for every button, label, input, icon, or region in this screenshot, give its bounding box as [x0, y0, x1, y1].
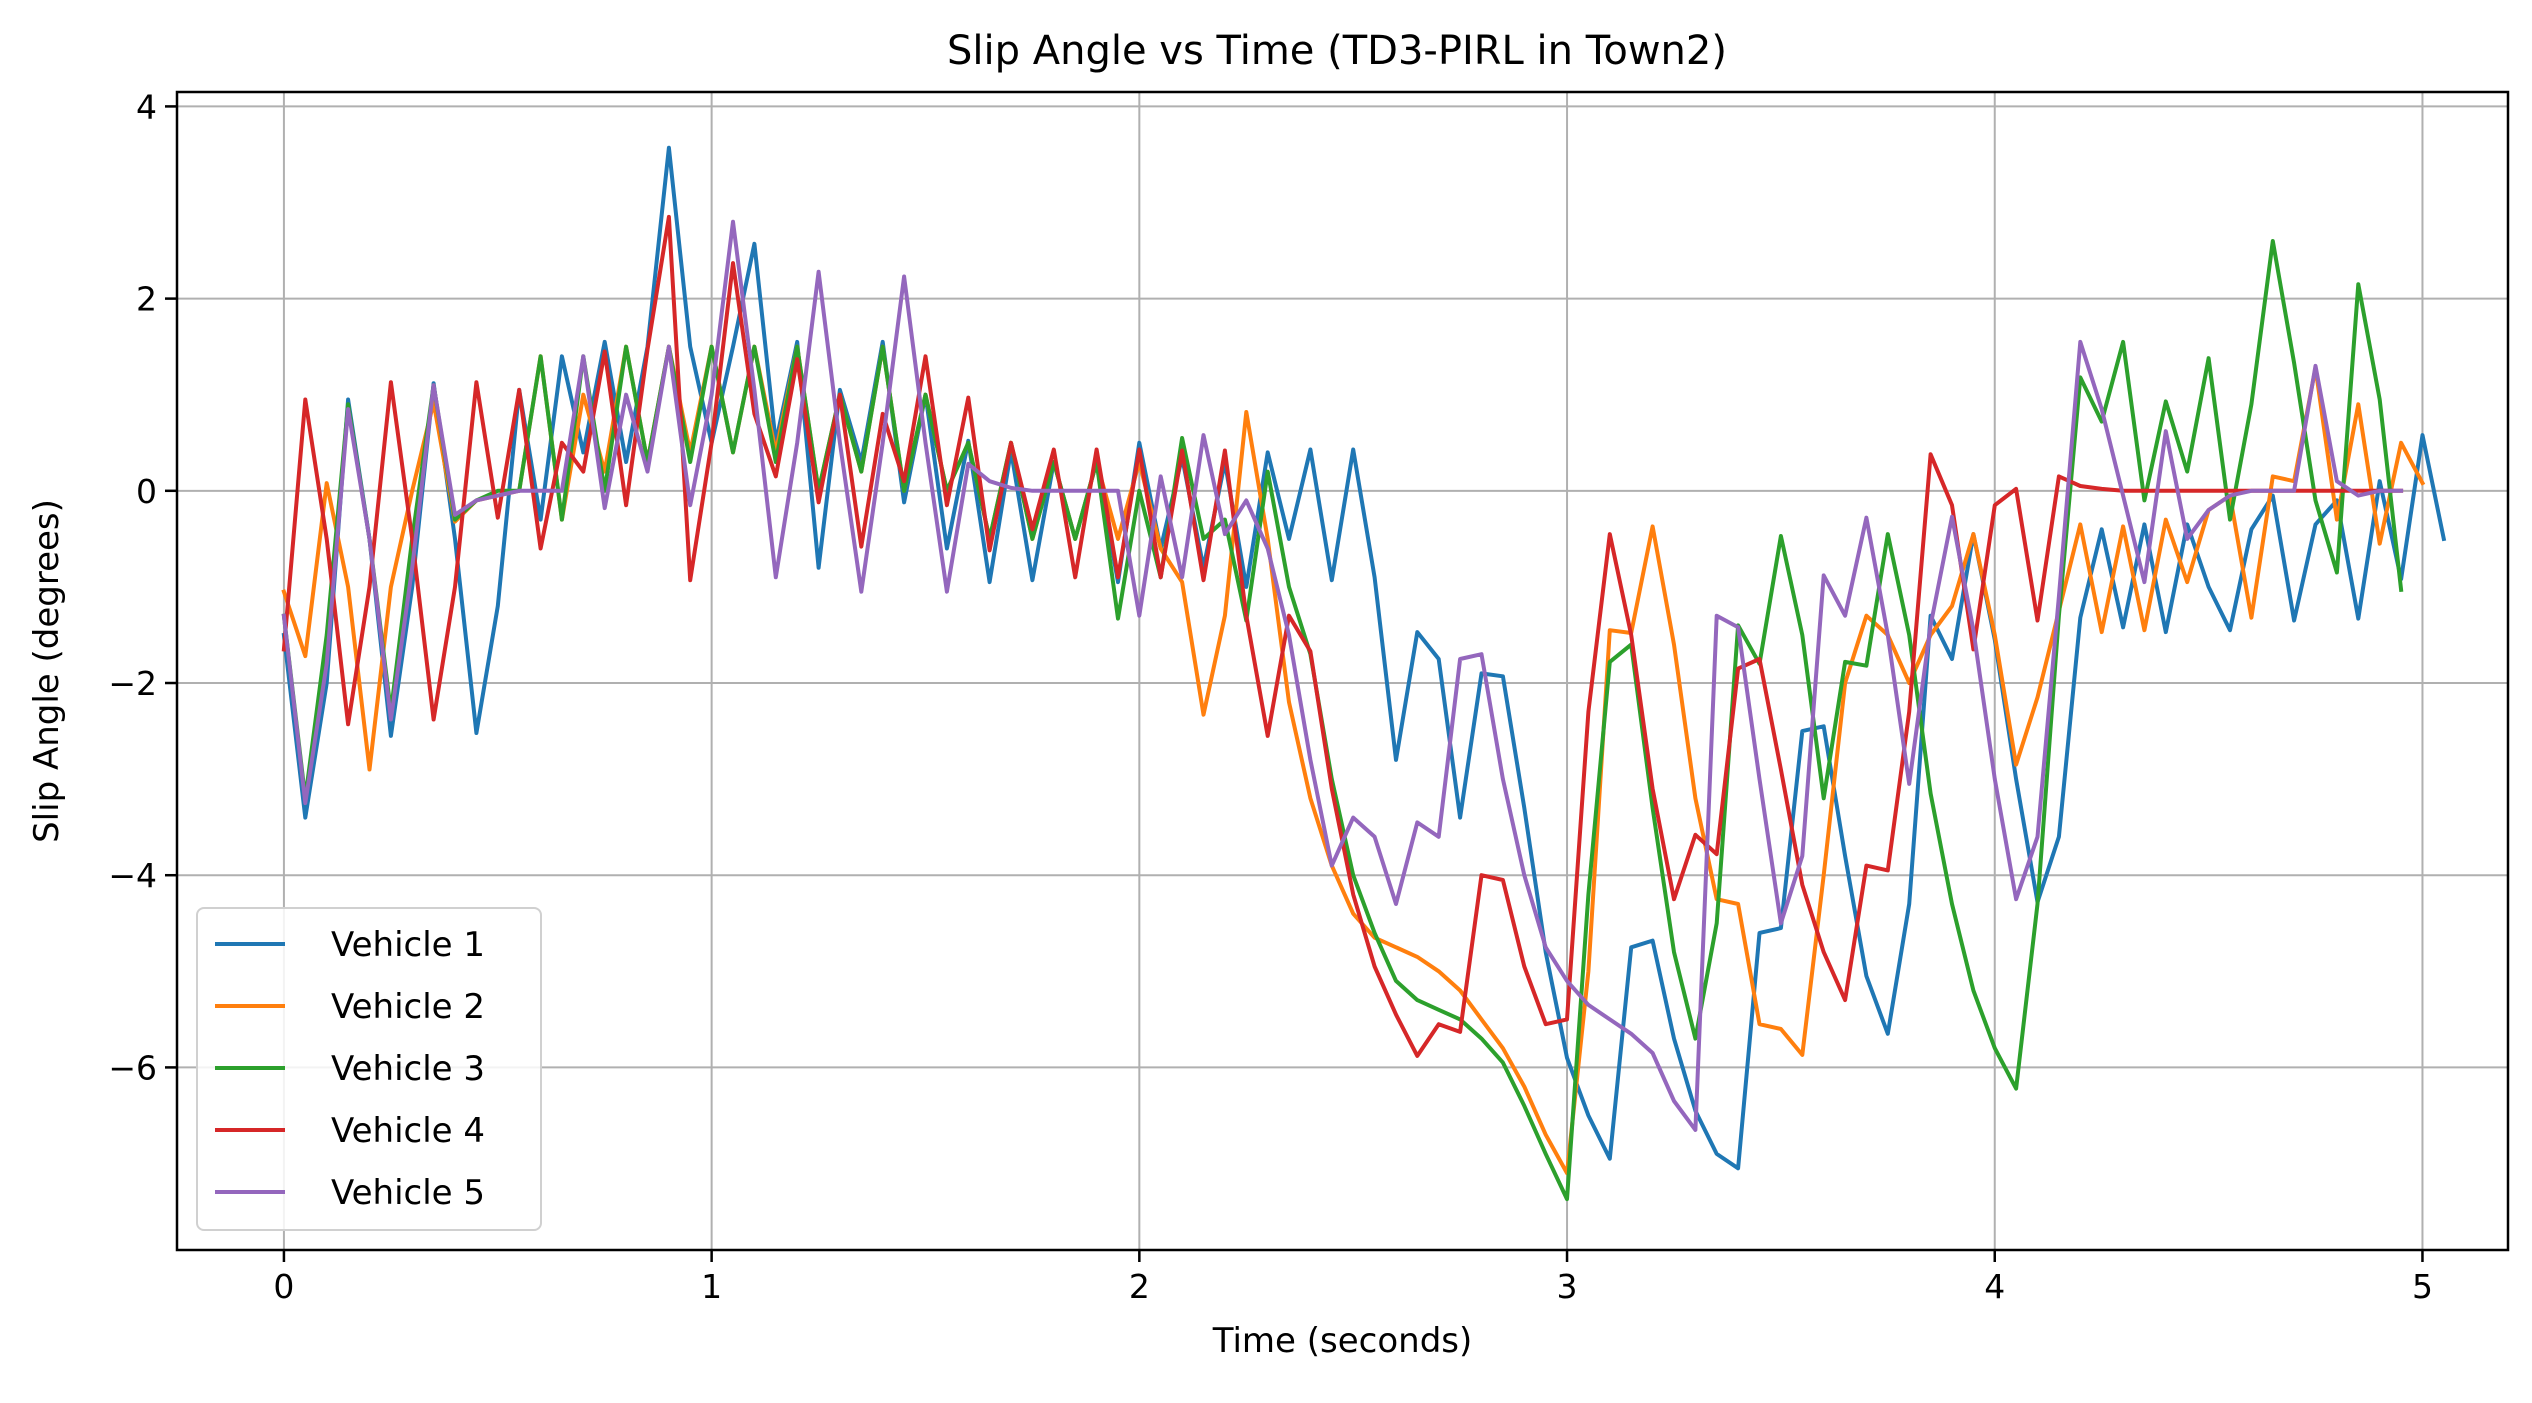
series-line-vehicle-3: [281, 239, 2404, 1202]
tick-layer: 0 1 2 3 4 5 −6 −4 −2 0 2 4: [108, 87, 2433, 1306]
x-tick-label-1: 1: [701, 1267, 722, 1306]
x-tick-label-3: 3: [1557, 1267, 1578, 1306]
legend-label-vehicle-5: Vehicle 5: [331, 1173, 485, 1213]
y-tick-label-3: 0: [136, 472, 157, 511]
legend-label-vehicle-3: Vehicle 3: [331, 1049, 485, 1089]
x-tick-label-5: 5: [2412, 1267, 2433, 1306]
chart-title: Slip Angle vs Time (TD3-PIRL in Town2): [947, 28, 1727, 74]
axes-frame: [175, 90, 2510, 1252]
series-line-vehicle-5: [281, 219, 2404, 1132]
y-axis-title: Slip Angle (degrees): [27, 499, 67, 843]
y-tick-label-1: −4: [108, 856, 157, 895]
y-tick-label-0: −6: [108, 1048, 157, 1087]
y-tick-label-4: 2: [136, 280, 157, 319]
y-tick-label-2: −2: [108, 664, 157, 703]
y-tick-label-5: 4: [136, 87, 157, 126]
legend: Vehicle 1 Vehicle 2 Vehicle 3 Vehicle 4 Vehi…: [196, 907, 542, 1231]
x-tick-label-0: 0: [273, 1267, 294, 1306]
x-axis-title: Time (seconds): [1212, 1321, 1473, 1361]
legend-box: [196, 907, 542, 1231]
legend-label-vehicle-1: Vehicle 1: [331, 925, 485, 965]
legend-label-vehicle-2: Vehicle 2: [331, 987, 485, 1027]
x-tick-label-2: 2: [1129, 1267, 1150, 1306]
legend-label-vehicle-4: Vehicle 4: [331, 1111, 485, 1151]
series-layer: [281, 145, 2447, 1202]
x-tick-label-4: 4: [1984, 1267, 2005, 1306]
